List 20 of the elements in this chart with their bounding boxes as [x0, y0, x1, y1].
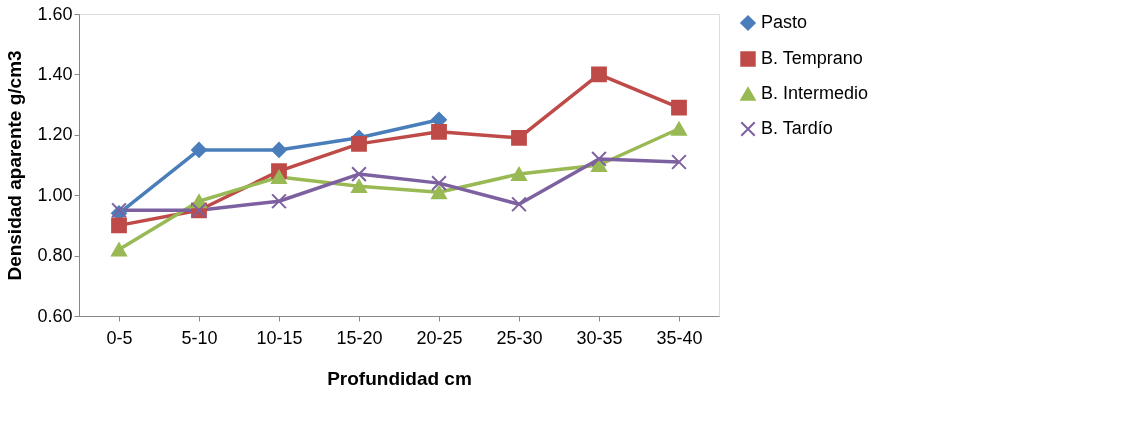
y-tick-label: 1.00 — [37, 184, 73, 205]
legend-label: B. Temprano — [761, 48, 863, 68]
x-axis-title: Profundidad cm — [327, 367, 472, 389]
legend-label: B. Intermedio — [761, 83, 869, 103]
legend-label: B. Tardío — [761, 118, 833, 138]
x-tick-label: 20-25 — [416, 327, 463, 348]
x-tick-label: 30-35 — [576, 327, 623, 348]
x-tick-label: 10-15 — [256, 327, 303, 348]
y-axis-title: Densidad aparente g/cm3 — [4, 50, 26, 281]
x-tick-label: 15-20 — [336, 327, 383, 348]
y-tick-label: 0.60 — [37, 305, 73, 326]
x-tick-label: 5-10 — [181, 327, 218, 348]
legend-label: Pasto — [761, 12, 808, 32]
x-tick-label: 0-5 — [106, 327, 133, 348]
x-tick-label: 35-40 — [656, 327, 703, 348]
y-tick-label: 0.80 — [37, 245, 73, 266]
y-tick-label: 1.60 — [37, 3, 73, 24]
y-tick-label: 1.20 — [37, 124, 73, 145]
y-tick-label: 1.40 — [37, 63, 73, 84]
x-tick-label: 25-30 — [496, 327, 543, 348]
